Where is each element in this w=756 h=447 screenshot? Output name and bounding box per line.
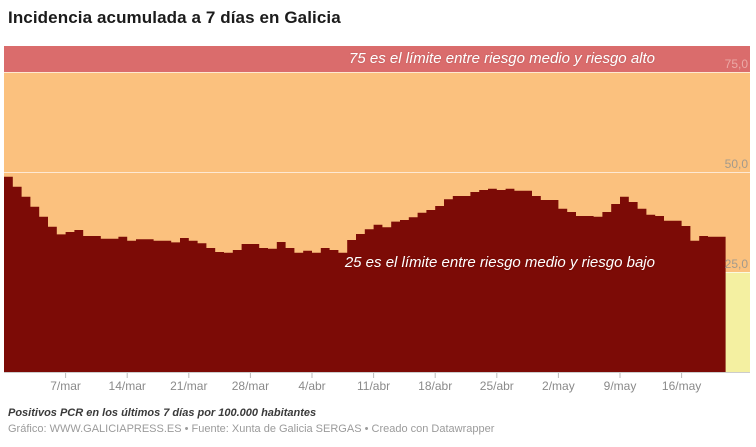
x-tick-label-11/abr: 11/abr <box>357 379 390 393</box>
band-riesgo-alto <box>4 46 750 72</box>
source-byline: Gráfico: WWW.GALICIAPRESS.ES • Fuente: X… <box>8 423 495 435</box>
annotation-high-risk-threshold: 75 es el límite entre riesgo medio y rie… <box>349 50 655 67</box>
x-tick-label-28/mar: 28/mar <box>232 379 269 393</box>
x-tick-label-18/abr: 18/abr <box>418 379 452 393</box>
x-tick-label-16/may: 16/may <box>662 379 701 393</box>
x-tick-label-4/abr: 4/abr <box>298 379 325 393</box>
axis-unit-note: Positivos PCR en los últimos 7 días por … <box>8 407 317 419</box>
x-tick-label-9/may: 9/may <box>604 379 637 393</box>
annotation-low-risk-threshold: 25 es el límite entre riesgo medio y rie… <box>344 254 655 271</box>
x-tick-label-14/mar: 14/mar <box>109 379 146 393</box>
x-tick-label-25/abr: 25/abr <box>480 379 514 393</box>
y-tick-label-75: 75,0 <box>725 57 749 71</box>
x-tick-label-2/may: 2/may <box>542 379 575 393</box>
y-tick-label-50: 50,0 <box>725 157 749 171</box>
x-tick-label-7/mar: 7/mar <box>50 379 81 393</box>
page-title: Incidencia acumulada a 7 días en Galicia <box>8 8 341 27</box>
incidence-area-series <box>4 176 726 372</box>
y-tick-label-25: 25,0 <box>725 257 749 271</box>
x-tick-label-21/mar: 21/mar <box>170 379 207 393</box>
